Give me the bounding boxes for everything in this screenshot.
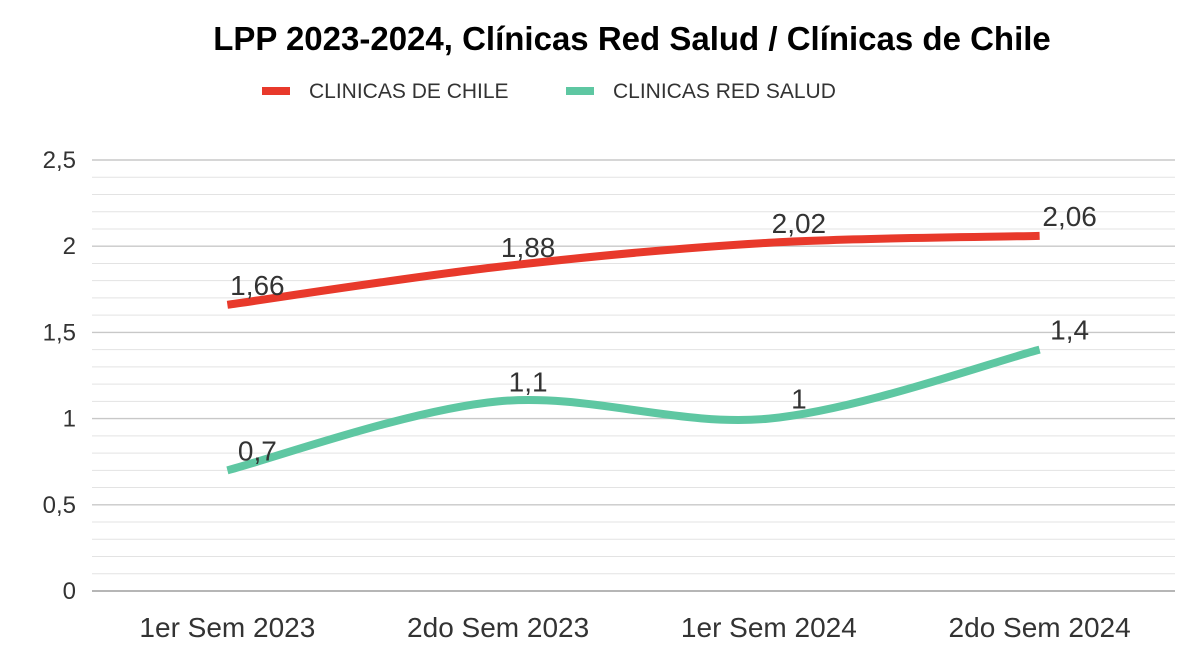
x-axis-ticks: 1er Sem 2023 2do Sem 2023 1er Sem 2024 2do … (139, 612, 1130, 643)
chart-title: LPP 2023-2024, Clínicas Red Salud / Clín… (213, 20, 1051, 57)
legend-entry-clinicas-de-chile: CLINICAS DE CHILE (262, 80, 509, 103)
y-tick-label: 0 (63, 578, 76, 605)
y-tick-label: 2,5 (43, 147, 76, 174)
data-label: 0,7 (238, 435, 277, 466)
data-label: 1,1 (509, 366, 548, 397)
x-tick-label: 2do Sem 2023 (407, 612, 589, 643)
legend-label-clinicas-red-salud: CLINICAS RED SALUD (613, 80, 836, 103)
series-line-clinicas-red-salud (226, 345, 1041, 475)
data-label: 1,88 (501, 232, 556, 263)
x-tick-label: 1er Sem 2024 (681, 612, 857, 643)
series-line-clinicas-de-chile (226, 231, 1040, 309)
data-label: 1,4 (1050, 315, 1089, 346)
y-tick-label: 1,5 (43, 319, 76, 346)
x-tick-label: 2do Sem 2024 (949, 612, 1131, 643)
data-labels: 1,66 1,88 2,02 2,06 0,7 1,1 1 1,4 (230, 201, 1097, 466)
legend-label-clinicas-de-chile: CLINICAS DE CHILE (309, 80, 509, 103)
data-label: 2,02 (772, 208, 827, 239)
y-tick-label: 2 (63, 233, 76, 260)
gridlines (92, 159, 1175, 592)
x-tick-label: 1er Sem 2023 (139, 612, 315, 643)
y-tick-label: 1 (63, 406, 76, 433)
y-tick-label: 0,5 (43, 492, 76, 519)
data-label: 1,66 (230, 270, 285, 301)
series-lines (226, 231, 1041, 475)
legend: CLINICAS DE CHILE CLINICAS RED SALUD (262, 80, 836, 103)
legend-entry-clinicas-red-salud: CLINICAS RED SALUD (566, 80, 836, 103)
data-label: 2,06 (1042, 201, 1097, 232)
data-label: 1 (791, 384, 807, 415)
y-axis-ticks: 0 0,5 1 1,5 2 2,5 (43, 147, 76, 605)
